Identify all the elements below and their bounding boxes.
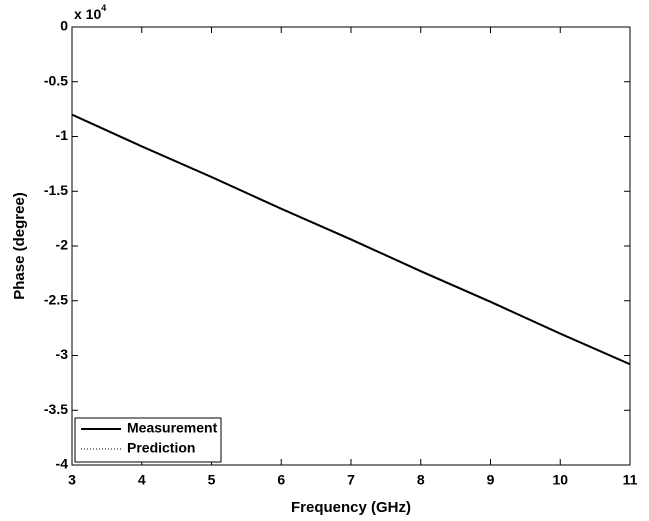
- x-tick-label: 5: [208, 472, 216, 488]
- data-line: [71, 113, 631, 366]
- x-tick-label: 4: [138, 472, 146, 488]
- y-tick-label: -1.5: [44, 182, 68, 198]
- x-tick-label: 9: [487, 472, 495, 488]
- y-tick-label: -3.5: [44, 401, 68, 417]
- legend-label: Measurement: [127, 420, 218, 436]
- x-tick-label: 3: [68, 472, 76, 488]
- x-tick-label: 7: [347, 472, 355, 488]
- x-tick-label: 10: [552, 472, 568, 488]
- legend-label: Prediction: [127, 440, 195, 456]
- y-tick-label: -1: [56, 127, 69, 143]
- x-tick-label: 11: [623, 472, 638, 488]
- y-multiplier: x 104: [74, 3, 106, 21]
- y-axis-label: Phase (degree): [11, 192, 28, 300]
- legend: Measurement Prediction: [74, 417, 222, 463]
- y-tick-label: -2.5: [44, 291, 68, 307]
- y-tick-label: -2: [56, 237, 69, 253]
- y-tick-label: 0: [60, 18, 68, 34]
- y-tick-label: -4: [56, 456, 69, 472]
- x-tick-label: 6: [277, 472, 285, 488]
- x-axis-label: Frequency (GHz): [291, 499, 411, 516]
- x-tick-label: 8: [417, 472, 425, 488]
- legend-box: [74, 417, 222, 463]
- y-tick-label: -3: [56, 346, 69, 362]
- y-tick-label: -0.5: [44, 72, 68, 88]
- plot-frame: [71, 26, 631, 466]
